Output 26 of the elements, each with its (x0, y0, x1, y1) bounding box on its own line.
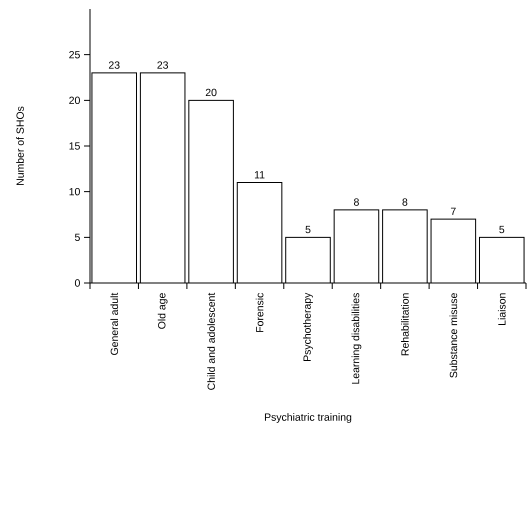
x-tick-label: Forensic (256, 292, 264, 332)
y-tick-label: 15 (70, 142, 80, 150)
data-label: 8 (402, 198, 408, 206)
data-label: 23 (108, 61, 120, 69)
x-tick-label: Learning disabilities (352, 293, 362, 384)
x-tick-label: Psychotherapy (303, 292, 313, 361)
x-tick-label: Liaison (498, 293, 506, 325)
x-tick-label: Rehabilitation (401, 293, 409, 356)
data-label: 8 (354, 198, 359, 206)
x-axis-title: Psychiatric training (264, 413, 352, 423)
data-label: 7 (450, 208, 456, 215)
data-label: 11 (254, 171, 264, 178)
y-axis-title: Number of SHOs (16, 106, 24, 185)
y-tick-label: 25 (69, 50, 80, 58)
x-tick-label: General adult (110, 292, 118, 355)
x-tick-label: Substance misuse (449, 293, 458, 378)
data-label: 23 (157, 61, 168, 69)
y-tick-label: 20 (69, 96, 80, 104)
y-tick-label: 5 (74, 234, 80, 241)
y-tick-label: 0 (74, 279, 80, 287)
y-tick-label: 10 (70, 188, 80, 196)
data-label: 5 (499, 226, 504, 234)
x-tick-label: Old age (158, 293, 168, 329)
data-label: 20 (206, 88, 217, 96)
data-label: 5 (306, 226, 310, 234)
x-tick-label: Child and adolescent (207, 292, 215, 390)
